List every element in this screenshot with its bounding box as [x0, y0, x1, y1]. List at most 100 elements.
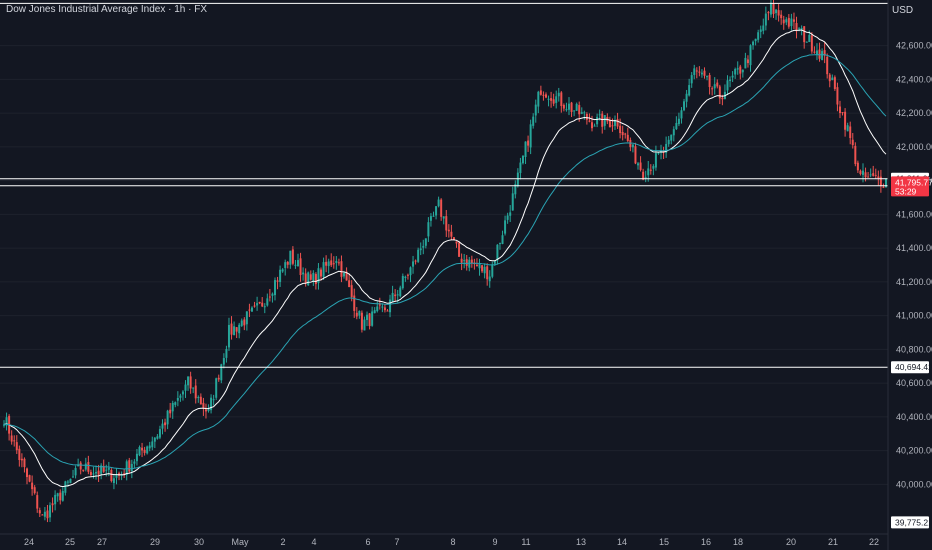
- candle-body: [340, 261, 343, 277]
- candle-body: [49, 505, 52, 518]
- candle-body: [506, 215, 509, 220]
- candle-body: [233, 326, 236, 336]
- y-tick-label: 41,600.00: [896, 209, 932, 219]
- candle-body: [92, 473, 95, 475]
- candle-body: [192, 387, 195, 389]
- ema-slow-line: [3, 54, 887, 470]
- candle-body: [217, 377, 220, 380]
- candle-body: [297, 260, 299, 267]
- candle-body: [95, 472, 98, 474]
- candle-body: [813, 51, 816, 53]
- candle-body: [785, 19, 788, 23]
- candle-body: [432, 215, 435, 217]
- candle-body: [414, 260, 417, 262]
- candle-body: [59, 492, 62, 501]
- candle-body: [46, 510, 49, 519]
- y-tick-label: 42,200.00: [896, 108, 932, 118]
- candle-body: [849, 126, 852, 139]
- candle-body: [496, 244, 499, 261]
- candle-body: [458, 242, 461, 257]
- candle-body: [199, 396, 202, 405]
- candle-body: [700, 72, 703, 75]
- candle-body: [683, 101, 686, 111]
- candle-body: [43, 511, 46, 517]
- level-price-label-box: [891, 361, 929, 374]
- candle-body: [435, 206, 438, 216]
- candle-body: [184, 384, 187, 391]
- candle-body: [550, 98, 553, 101]
- candle-body: [782, 19, 785, 24]
- candle-body: [634, 146, 637, 164]
- candle-body: [307, 272, 310, 286]
- candle-body: [749, 45, 752, 66]
- countdown-label: 53:29: [895, 186, 917, 196]
- candle-body: [258, 301, 261, 304]
- candle-body: [348, 280, 351, 288]
- candle-body: [376, 306, 379, 312]
- candle-body: [616, 119, 619, 127]
- candle-body: [675, 122, 678, 130]
- candle-body: [169, 409, 172, 414]
- candle-body: [294, 264, 297, 266]
- price-label-box: [891, 516, 929, 529]
- last-price-label: 41,795.77: [895, 177, 932, 187]
- candle-body: [649, 169, 652, 171]
- candle-body: [567, 103, 570, 110]
- x-tick-label: 15: [659, 537, 669, 547]
- x-tick-label: 4: [311, 537, 316, 547]
- candle-body: [33, 487, 36, 494]
- candle-body: [406, 274, 409, 276]
- candle-body: [238, 324, 241, 334]
- candle-body: [18, 448, 21, 461]
- candle-body: [299, 258, 302, 276]
- candle-body: [621, 131, 624, 136]
- candle-body: [537, 91, 540, 107]
- candle-body: [670, 134, 673, 141]
- x-tick-label: 8: [450, 537, 455, 547]
- candle-body: [752, 41, 755, 46]
- candle-body: [478, 263, 481, 269]
- candle-body: [56, 493, 59, 497]
- candle-body: [363, 319, 366, 331]
- candle-body: [614, 119, 617, 126]
- candle-body: [304, 273, 307, 284]
- y-tick-label: 41,000.00: [896, 311, 932, 321]
- candle-body: [261, 302, 264, 307]
- candle-body: [225, 349, 228, 358]
- candle-body: [156, 436, 159, 439]
- candle-body: [529, 124, 532, 148]
- candle-body: [87, 462, 90, 472]
- candle-body: [527, 140, 530, 146]
- candle-body: [125, 461, 128, 476]
- candle-body: [455, 241, 458, 244]
- candle-body: [764, 13, 767, 26]
- candle-body: [381, 306, 384, 308]
- y-tick-label: 40,200.00: [896, 446, 932, 456]
- candle-body: [665, 143, 668, 153]
- candle-body: [721, 97, 724, 100]
- x-tick-label: May: [231, 537, 249, 547]
- candle-body: [440, 199, 443, 217]
- candle-body: [135, 453, 138, 462]
- candle-body: [350, 285, 353, 298]
- candle-body: [501, 235, 504, 244]
- candle-body: [754, 38, 757, 42]
- candle-body: [309, 274, 312, 280]
- candle-body: [698, 71, 701, 73]
- candle-body: [100, 465, 103, 474]
- candle-body: [197, 397, 200, 399]
- x-tick-label: 6: [365, 537, 370, 547]
- candle-body: [777, 10, 780, 16]
- candle-body: [713, 84, 716, 89]
- y-tick-label: 42,000.00: [896, 142, 932, 152]
- candle-body: [174, 402, 177, 405]
- candle-body: [360, 312, 363, 330]
- candle-body: [396, 294, 399, 296]
- candle-body: [20, 458, 23, 461]
- candle-body: [611, 125, 614, 127]
- candle-body: [693, 68, 696, 75]
- currency-button[interactable]: USD: [892, 5, 914, 16]
- candle-body: [391, 292, 394, 302]
